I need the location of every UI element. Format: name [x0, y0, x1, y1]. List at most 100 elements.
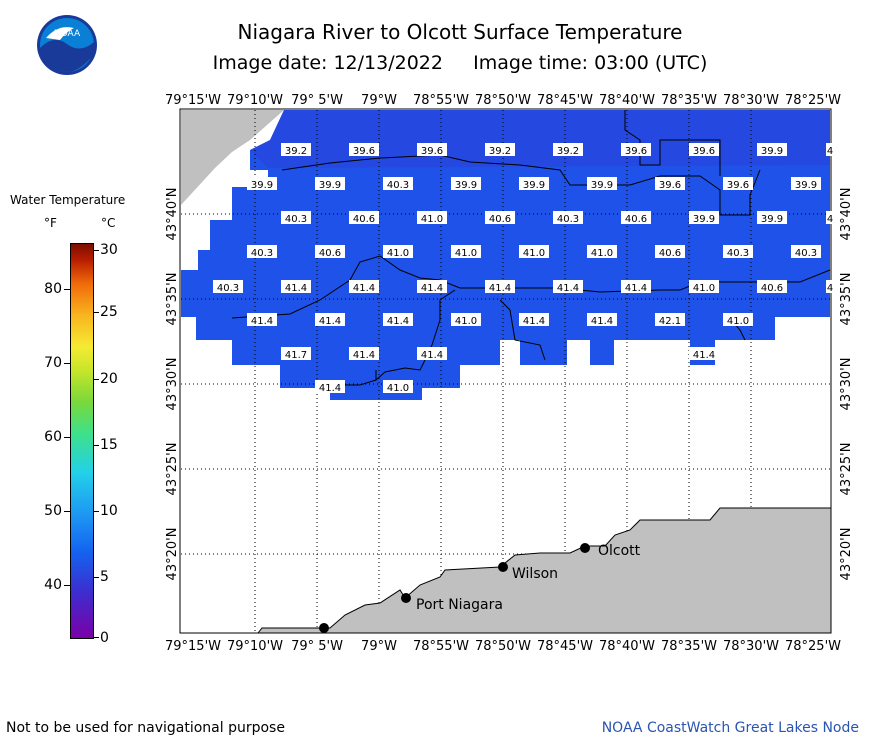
- temperature-value: 40.3: [217, 283, 239, 294]
- temperature-value: 41.4: [319, 316, 341, 327]
- temperature-label-box: [689, 347, 719, 360]
- longitude-label-top: 78°35'W: [661, 93, 717, 108]
- temperature-value: 39.6: [353, 146, 375, 157]
- temperature-value: 41.4: [489, 283, 511, 294]
- temperature-value: 39.9: [761, 146, 783, 157]
- temperature-value: 41.0: [455, 248, 477, 259]
- temperature-value: 40.3: [251, 248, 273, 259]
- temperature-value: 39.6: [727, 180, 749, 191]
- temperature-label-box: [757, 280, 787, 293]
- image-datetime: Image date: 12/13/2022 Image time: 03:00…: [212, 52, 708, 74]
- temperature-label-box: [383, 313, 413, 326]
- temperature-value: 41.0: [421, 214, 443, 225]
- longitude-label-bottom: 79° 5'W: [291, 639, 343, 654]
- latitude-label-right: 43°20'N: [839, 528, 854, 581]
- c-tick-mark: [93, 445, 99, 446]
- temperature-value: 39.9: [693, 214, 715, 225]
- temperature-value: 41.7: [285, 350, 307, 361]
- temperature-value: 41.4: [251, 316, 273, 327]
- temperature-label-box: [281, 211, 311, 224]
- temperature-value: 41.0: [387, 248, 409, 259]
- port-niagara-marker: [401, 593, 411, 603]
- temperature-value: 40.6: [761, 283, 783, 294]
- c-tick: 25: [100, 304, 118, 320]
- c-tick-mark: [93, 577, 99, 578]
- credit: NOAA CoastWatch Great Lakes Node: [601, 720, 859, 736]
- temperature-value: 39.9: [455, 180, 477, 191]
- longitude-label-bottom: 78°30'W: [723, 639, 779, 654]
- longitude-label-bottom: 78°35'W: [661, 639, 717, 654]
- latitude-label-left: 43°20'N: [165, 528, 180, 581]
- temperature-label-box: [621, 143, 651, 156]
- temperature-label-box: [655, 245, 685, 258]
- longitude-label-top: 79° 5'W: [291, 93, 343, 108]
- f-tick: 60: [44, 429, 62, 445]
- temperature-label-box: [485, 211, 515, 224]
- canada-land: [181, 110, 284, 205]
- temperature-label-box: [485, 143, 515, 156]
- temperature-value: 40.3: [557, 214, 579, 225]
- wilson-label: Wilson: [512, 566, 558, 582]
- temperature-value: 39.9: [591, 180, 613, 191]
- temperature-label-box: [587, 313, 617, 326]
- temperature-value: 40.6: [659, 248, 681, 259]
- temperature-label-box: [757, 211, 787, 224]
- latitude-label-left: 43°25'N: [165, 443, 180, 496]
- temperature-label-box: [315, 177, 345, 190]
- temperature-label-box: [553, 280, 583, 293]
- longitude-label-bottom: 78°55'W: [413, 639, 469, 654]
- temperature-label-box: [485, 280, 515, 293]
- olcott-label: Olcott: [598, 543, 641, 559]
- temperature-value: 41.4: [523, 316, 545, 327]
- temperature-value: 41.4: [421, 350, 443, 361]
- temperature-label-box: [587, 245, 617, 258]
- temperature-value: 4: [827, 214, 833, 225]
- temperature-value: 41.4: [591, 316, 613, 327]
- unit-fahrenheit: °F: [44, 216, 57, 230]
- longitude-label-top: 78°40'W: [599, 93, 655, 108]
- longitude-label-bottom: 79°10'W: [227, 639, 283, 654]
- temperature-value: 39.2: [557, 146, 579, 157]
- cold-band: [250, 110, 830, 168]
- latitude-label-right: 43°35'N: [839, 273, 854, 326]
- f-tick-mark: [64, 363, 70, 364]
- longitude-label-bottom: 79°W: [361, 639, 397, 654]
- temperature-value: 41.0: [693, 283, 715, 294]
- temperature-value: 41.0: [523, 248, 545, 259]
- legend-heading: Water Temperature: [10, 193, 126, 207]
- temperature-label-box: [315, 380, 345, 393]
- temperature-labels: 39.2 39.6 39.6 39.2 39.2 39.6 39.6 39.9 4 39.9 39.…: [213, 143, 834, 394]
- new-york-land: [256, 507, 832, 634]
- temperature-label-box: [315, 245, 345, 258]
- temperature-value: 39.6: [421, 146, 443, 157]
- temperature-label-box: [213, 280, 243, 293]
- temperature-value: 41.4: [693, 350, 715, 361]
- unit-celsius: °C: [101, 216, 116, 230]
- temperature-label-box: [826, 211, 834, 224]
- temperature-value: 40.3: [727, 248, 749, 259]
- temperature-value: 41.4: [353, 350, 375, 361]
- temperature-label-box: [757, 143, 787, 156]
- longitude-label-bottom: 78°25'W: [785, 639, 841, 654]
- temperature-label-box: [383, 177, 413, 190]
- temperature-label-box: [723, 177, 753, 190]
- temperature-value: 40.6: [489, 214, 511, 225]
- temperature-value: 39.2: [285, 146, 307, 157]
- temperature-value: 39.9: [251, 180, 273, 191]
- temperature-label-box: [655, 313, 685, 326]
- c-tick-mark: [93, 379, 99, 380]
- temperature-label-box: [826, 143, 834, 156]
- longitude-label-top: 79°10'W: [227, 93, 283, 108]
- f-tick: 40: [44, 577, 62, 593]
- f-tick-mark: [64, 437, 70, 438]
- temperature-label-box: [621, 280, 651, 293]
- c-tick: 30: [100, 242, 118, 258]
- temperature-value: 40.6: [353, 214, 375, 225]
- temperature-label-box: [349, 280, 379, 293]
- temperature-label-box: [315, 313, 345, 326]
- temperature-label-box: [281, 347, 311, 360]
- longitude-label-top: 78°25'W: [785, 93, 841, 108]
- temperature-label-box: [451, 177, 481, 190]
- disclaimer: Not to be used for navigational purpose: [6, 720, 285, 736]
- temperature-value: 39.9: [523, 180, 545, 191]
